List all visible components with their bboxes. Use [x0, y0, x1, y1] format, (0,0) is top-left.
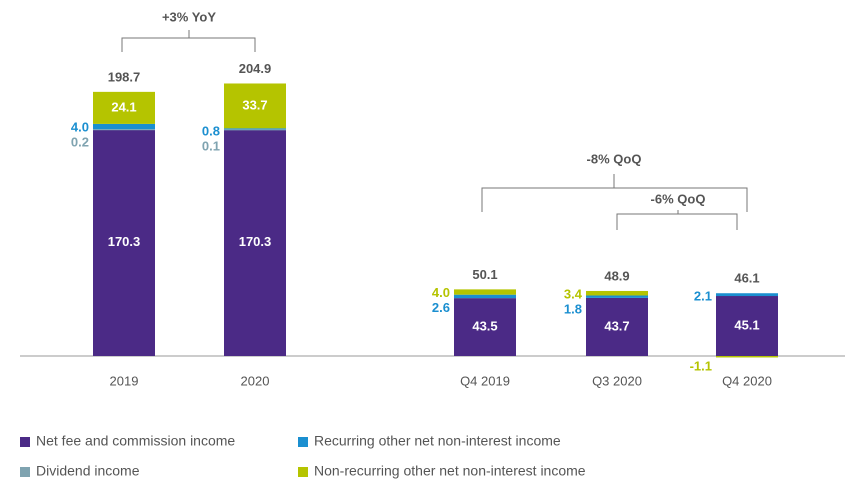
value-label: 33.7 [242, 97, 267, 112]
bar-segment [716, 356, 778, 358]
x-tick-label: 2020 [241, 373, 270, 388]
legend-label: Net fee and commission income [36, 433, 235, 449]
legend-swatch [298, 437, 308, 447]
x-tick-label: Q4 2020 [722, 373, 772, 388]
bar-segment [586, 295, 648, 298]
total-label: 198.7 [108, 69, 141, 84]
total-label: 48.9 [604, 268, 629, 283]
bar-segment [93, 123, 155, 130]
legend-swatch [20, 437, 30, 447]
value-label: 43.7 [604, 318, 629, 333]
value-label: 2.6 [432, 300, 450, 315]
bar-segment [716, 293, 778, 297]
legend-label: Non-recurring other net non-interest inc… [314, 463, 586, 479]
value-label: 170.3 [108, 234, 141, 249]
legend-swatch [298, 467, 308, 477]
bar-segment [224, 129, 286, 131]
bar-segment [93, 129, 155, 356]
value-label: 170.3 [239, 234, 272, 249]
qoq-bracket [481, 174, 748, 212]
bar-segment [93, 91, 155, 124]
bar-segment [224, 129, 286, 356]
value-label: -1.1 [690, 358, 712, 373]
legend-swatch [20, 467, 30, 477]
legend-label: Recurring other net non-interest income [314, 433, 561, 449]
total-label: 46.1 [734, 271, 759, 286]
value-label: 4.0 [432, 285, 450, 300]
value-label: 2.1 [694, 289, 712, 304]
value-label: 43.5 [472, 319, 497, 334]
total-label: 204.9 [239, 61, 272, 76]
value-label: 3.4 [564, 286, 583, 301]
bar-segment [586, 290, 648, 296]
x-tick-label: Q3 2020 [592, 373, 642, 388]
legend-label: Dividend income [36, 463, 140, 479]
annotation: +3% YoY [162, 9, 216, 24]
bar-segment [454, 298, 516, 356]
bar-segment [224, 128, 286, 130]
brackets [121, 30, 748, 230]
yoy-bracket [121, 30, 256, 52]
value-label: 45.1 [734, 317, 759, 332]
bar-segment [586, 297, 648, 356]
value-label: 0.1 [202, 139, 220, 154]
x-tick-label: 2019 [110, 373, 139, 388]
annotation: -6% QoQ [651, 191, 706, 206]
x-tick-label: Q4 2019 [460, 373, 510, 388]
value-label: 24.1 [111, 99, 136, 114]
value-label: 0.2 [71, 134, 89, 149]
bar-segment [93, 129, 155, 131]
bar-segment [454, 294, 516, 299]
bar-segment [454, 289, 516, 295]
bar-segment [224, 83, 286, 129]
qoq-bracket [616, 210, 738, 230]
bar-segment [716, 296, 778, 356]
value-label: 1.8 [564, 301, 582, 316]
value-label: 0.8 [202, 124, 220, 139]
value-label: 4.0 [71, 119, 89, 134]
total-label: 50.1 [472, 267, 497, 282]
annotation: -8% QoQ [587, 151, 642, 166]
